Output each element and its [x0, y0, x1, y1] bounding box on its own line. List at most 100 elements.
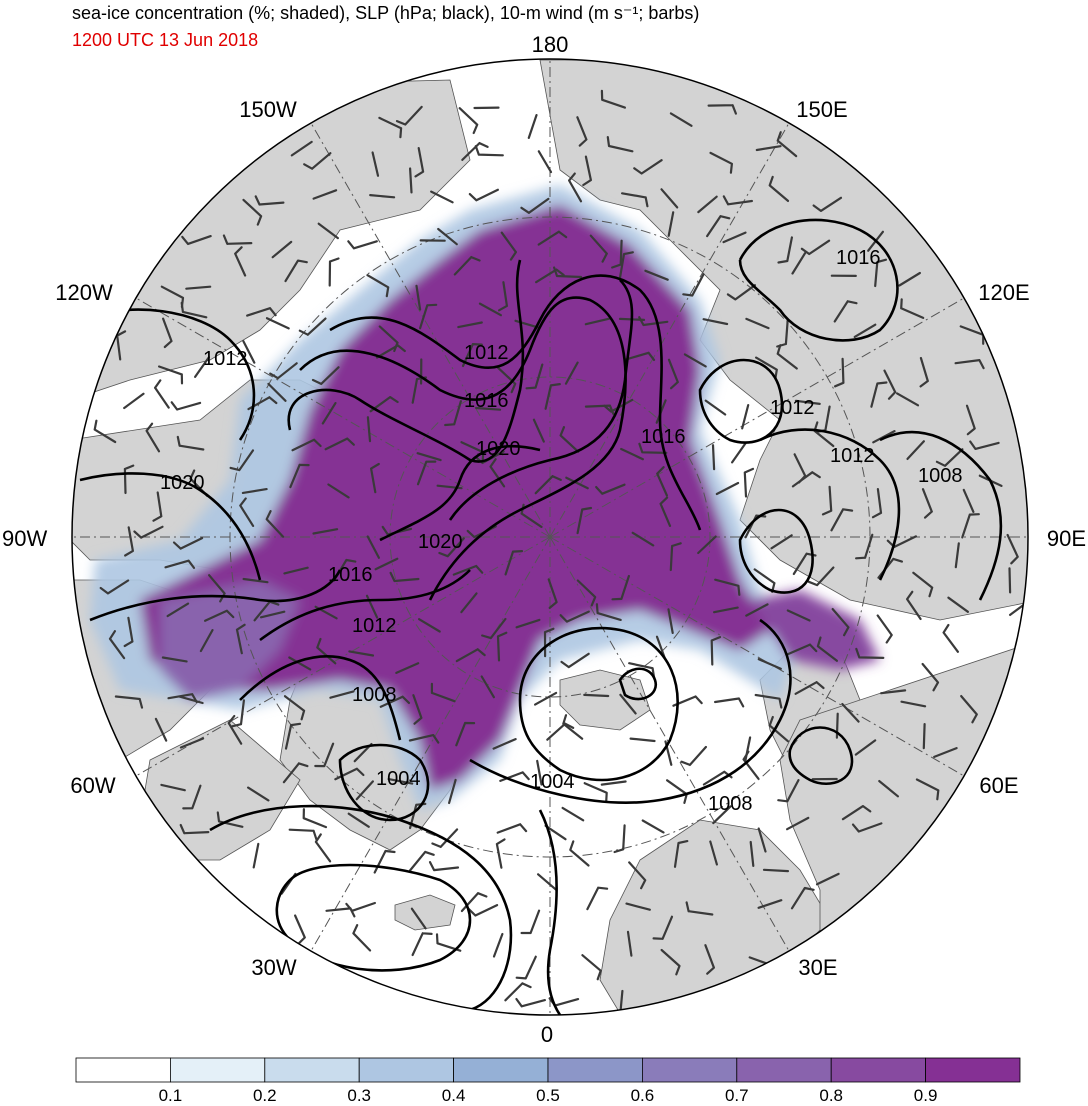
- wind-barb: [731, 441, 747, 464]
- wind-barb: [532, 418, 545, 443]
- lon-label: 90E: [1047, 526, 1086, 551]
- wind-barb: [327, 483, 350, 499]
- lon-label: 30W: [251, 955, 296, 980]
- wind-barb: [496, 631, 508, 662]
- isobar-label: 1016: [328, 564, 373, 586]
- isobar-1004-greenland: [338, 743, 430, 822]
- wind-barb: [455, 648, 486, 663]
- wind-barb: [457, 321, 483, 329]
- wind-barb: [460, 592, 478, 614]
- isobar-label: 1008: [708, 793, 753, 815]
- wind-barb: [437, 227, 458, 246]
- wind-barb: [499, 771, 530, 782]
- wind-barb: [133, 525, 164, 539]
- wind-barb: [786, 609, 811, 622]
- wind-barb: [204, 609, 235, 622]
- wind-barb: [1006, 533, 1019, 565]
- wind-barb: [199, 629, 214, 653]
- wind-barb: [673, 840, 689, 868]
- colorbar-tick: 0.2: [253, 1086, 277, 1105]
- wind-barb: [794, 399, 821, 405]
- wind-barb: [841, 702, 860, 723]
- wind-barb: [660, 188, 679, 209]
- wind-barb: [855, 533, 874, 560]
- wind-barb: [366, 535, 380, 559]
- isobar-atlantic-2: [538, 809, 562, 1015]
- wind-barb: [408, 734, 440, 744]
- wind-barb: [919, 356, 929, 388]
- wind-barb: [633, 159, 663, 175]
- wind-barb: [259, 610, 286, 619]
- wind-barb: [965, 404, 976, 436]
- wind-barb: [659, 496, 672, 527]
- wind-barb: [303, 152, 332, 170]
- wind-barb: [697, 535, 717, 555]
- wind-barb: [387, 778, 414, 785]
- wind-barb: [242, 340, 256, 364]
- wind-barb: [525, 363, 544, 390]
- wind-barb: [611, 574, 630, 601]
- wind-barb: [921, 662, 940, 692]
- wind-barb: [709, 151, 733, 174]
- wind-barb: [160, 783, 186, 792]
- wind-barb: [912, 571, 934, 598]
- wind-barb: [896, 392, 920, 407]
- wind-barb: [389, 571, 420, 583]
- wind-barb: [170, 401, 202, 411]
- wind-barb: [229, 449, 255, 472]
- wind-barb: [294, 914, 306, 945]
- wind-barb: [606, 136, 634, 153]
- isobar-1020-beaufort: [287, 259, 525, 463]
- wind-barb: [722, 231, 747, 244]
- wind-barb: [954, 359, 985, 370]
- wind-barb: [786, 816, 810, 831]
- wind-barb: [145, 422, 161, 453]
- wind-barb: [790, 886, 815, 910]
- wind-barb: [812, 196, 843, 212]
- wind-barb: [821, 485, 833, 516]
- wind-barb: [378, 116, 403, 139]
- wind-barb: [568, 172, 583, 203]
- wind-barb: [288, 656, 312, 671]
- colorbar-swatch: [736, 1057, 832, 1083]
- slp-isobars: [79, 218, 1003, 1015]
- colorbar-swatch: [169, 1057, 266, 1083]
- wind-barb: [452, 564, 484, 576]
- colorbar-ticks: 0.1 0.2 0.3 0.4 0.5 0.6 0.7 0.8 0.9: [159, 1086, 938, 1105]
- wind-barb: [179, 737, 205, 749]
- wind-barb: [569, 840, 590, 867]
- wind-barb: [561, 806, 585, 822]
- wind-barb: [247, 786, 270, 802]
- wind-barb: [900, 298, 925, 319]
- isobar-1020-canada: [79, 472, 262, 581]
- wind-barb: [418, 618, 441, 633]
- wind-barb: [853, 323, 877, 338]
- wind-barb: [660, 948, 681, 976]
- wind-barb: [682, 273, 705, 297]
- isobar-label: 1012: [352, 615, 397, 637]
- landmass-svalbard: [559, 669, 651, 731]
- wind-barb: [816, 636, 838, 662]
- wind-barb: [371, 151, 380, 177]
- wind-barb: [444, 400, 462, 427]
- lon-label: 60W: [70, 773, 115, 798]
- wind-barb: [830, 508, 854, 532]
- wind-barb: [683, 353, 707, 368]
- wind-barb: [906, 590, 922, 621]
- colorbar-tick: 0.3: [347, 1086, 371, 1105]
- wind-barb: [603, 398, 634, 413]
- colorbar-tick: 0.5: [536, 1086, 560, 1105]
- isobar-label: 1020: [160, 472, 205, 494]
- wind-barb: [498, 281, 508, 312]
- wind-barb: [961, 513, 980, 539]
- wind-barb: [282, 762, 309, 784]
- wind-barb: [815, 872, 840, 886]
- wind-barb: [638, 316, 669, 327]
- isobar-label: 1012: [770, 397, 815, 419]
- wind-barb: [347, 812, 370, 828]
- wind-barb: [933, 747, 958, 758]
- wind-barb: [154, 717, 168, 742]
- wind-barb: [745, 317, 770, 330]
- wind-barb: [791, 252, 807, 275]
